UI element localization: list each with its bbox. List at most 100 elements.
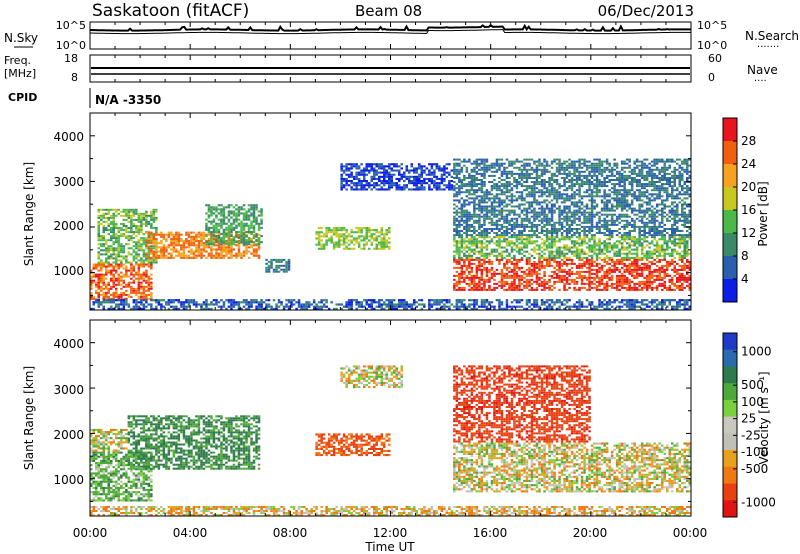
heatmap-cell xyxy=(418,173,421,176)
heatmap-cell xyxy=(543,266,546,269)
heatmap-cell xyxy=(543,207,546,210)
heatmap-cell xyxy=(553,230,556,232)
heatmap-cell xyxy=(247,243,251,246)
heatmap-cell xyxy=(197,231,201,234)
heatmap-cell xyxy=(508,211,511,214)
heatmap-cell xyxy=(112,283,115,286)
heatmap-cell xyxy=(135,277,138,280)
heatmap-cell xyxy=(558,217,561,220)
heatmap-cell xyxy=(598,242,601,245)
heatmap-cell xyxy=(170,242,173,245)
heatmap-cell xyxy=(560,276,564,279)
heatmap-cell xyxy=(520,238,524,241)
heatmap-cell xyxy=(638,274,641,277)
heatmap-cell xyxy=(663,252,666,255)
heatmap-cell xyxy=(625,276,629,279)
heatmap-cell xyxy=(182,250,186,253)
heatmap-cell xyxy=(445,175,449,178)
heatmap-cell xyxy=(247,208,251,211)
heatmap-cell xyxy=(485,207,489,210)
heatmap-cell xyxy=(505,248,509,251)
heatmap-cell xyxy=(127,212,131,215)
heatmap-cell xyxy=(250,232,253,235)
heatmap-cell xyxy=(645,280,649,283)
heatmap-cell xyxy=(580,280,584,283)
heatmap-cell xyxy=(473,228,476,230)
heatmap-cell xyxy=(458,215,461,218)
heatmap-cell xyxy=(240,230,243,233)
heatmap-cell xyxy=(110,263,113,266)
heatmap-cell xyxy=(488,284,491,287)
heatmap-cell xyxy=(225,241,228,244)
heatmap-cell xyxy=(508,288,511,291)
heatmap-cell xyxy=(528,217,531,220)
heatmap-cell xyxy=(378,243,381,246)
heatmap-cell xyxy=(102,277,105,280)
heatmap-cell xyxy=(327,227,331,230)
heatmap-cell xyxy=(503,162,506,165)
heatmap-cell xyxy=(490,203,494,206)
heatmap-cell xyxy=(383,171,386,174)
heatmap-cell xyxy=(628,282,631,285)
heatmap-cell xyxy=(590,238,594,241)
heatmap-cell xyxy=(515,244,519,247)
heatmap-cell xyxy=(110,231,113,234)
heatmap-cell xyxy=(473,276,476,279)
heatmap-cell xyxy=(385,165,388,168)
heatmap-cell xyxy=(147,279,151,282)
heatmap-cell xyxy=(633,266,636,269)
heatmap-cell xyxy=(115,289,118,292)
heatmap-cell xyxy=(225,226,228,229)
heatmap-cell xyxy=(165,237,168,240)
heatmap-cell xyxy=(220,254,223,257)
heatmap-cell xyxy=(90,295,93,298)
heatmap-cell xyxy=(618,268,621,271)
heatmap-cell xyxy=(658,276,661,279)
heatmap-cell xyxy=(520,179,524,181)
heatmap-cell xyxy=(375,247,378,250)
heatmap-cell xyxy=(152,208,156,211)
heatmap-cell xyxy=(578,223,581,226)
heatmap-cell xyxy=(450,169,454,172)
heatmap-cell xyxy=(495,195,499,198)
heatmap-cell xyxy=(590,246,594,249)
heatmap-cell xyxy=(508,232,511,234)
heatmap-cell xyxy=(495,213,499,216)
heatmap-cell xyxy=(475,234,479,237)
heatmap-cell xyxy=(483,219,486,222)
heatmap-cell xyxy=(550,270,554,273)
heatmap-cell xyxy=(513,266,516,269)
heatmap-cell xyxy=(102,295,105,298)
heatmap-cell xyxy=(493,272,496,275)
heatmap-cell xyxy=(202,250,206,253)
heatmap-cell xyxy=(505,288,509,291)
heatmap-cell xyxy=(465,230,469,232)
heatmap-cell xyxy=(540,209,544,212)
heatmap-cell xyxy=(110,216,113,219)
heatmap-cell xyxy=(122,293,126,296)
heatmap-cell xyxy=(110,265,113,268)
heatmap-cell xyxy=(515,166,519,169)
heatmap-cell xyxy=(170,254,173,257)
heatmap-cell xyxy=(215,235,218,238)
heatmap-cell xyxy=(257,226,261,229)
heatmap-cell xyxy=(465,183,469,186)
heatmap-cell xyxy=(550,219,554,222)
heatmap-cell xyxy=(605,288,609,291)
heatmap-cell xyxy=(465,268,469,271)
heatmap-cell xyxy=(145,252,148,255)
heatmap-cell xyxy=(565,248,569,251)
heatmap-cell xyxy=(212,235,216,238)
heatmap-cell xyxy=(528,278,531,281)
heatmap-cell xyxy=(676,280,679,283)
heatmap-cell xyxy=(545,164,549,167)
heatmap-cell xyxy=(620,246,624,249)
heatmap-cell xyxy=(393,163,396,166)
heatmap-cell xyxy=(568,258,571,261)
heatmap-cell xyxy=(603,240,606,243)
heatmap-cell xyxy=(127,295,131,298)
heatmap-cell xyxy=(673,264,676,267)
heatmap-cell xyxy=(350,180,353,183)
heatmap-cell xyxy=(678,264,681,267)
heatmap-cell xyxy=(483,162,486,165)
